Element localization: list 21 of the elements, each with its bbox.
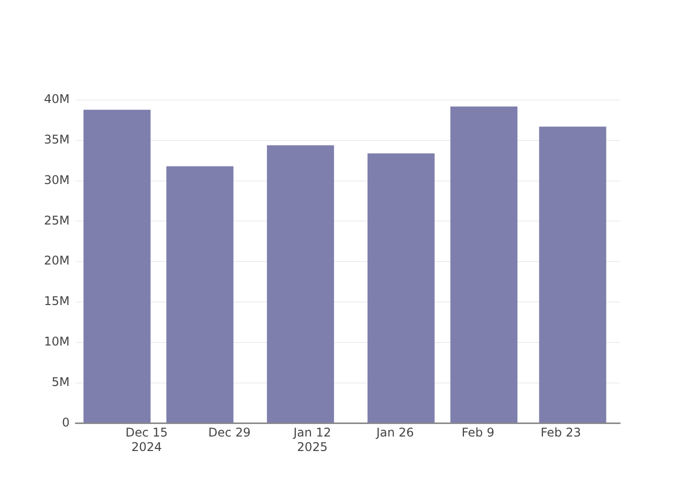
y-tick-label: 35M [44,132,70,147]
y-tick-label: 20M [44,254,70,268]
y-tick-label: 40M [44,92,70,106]
y-tick-label: 25M [44,213,70,228]
y-tick-label: 0 [62,415,70,430]
x-tick-label: Dec 15 2024 [125,426,168,454]
y-tick-label: 15M [44,294,70,308]
bar [368,153,435,423]
bar [166,166,234,423]
y-tick-label: 30M [44,172,70,187]
bar [450,106,518,423]
y-tick-label: 5M [52,374,70,389]
y-tick-label: 10M [44,334,70,349]
x-tick-label: Jan 12 2025 [292,426,332,454]
x-tick-label: Dec 29 [208,426,251,440]
bar [83,110,151,423]
bar [266,145,334,423]
x-tick-label: Feb 9 [462,426,494,440]
bar [539,126,606,423]
x-tick-label: Feb 23 [540,426,581,440]
x-tick-label: Jan 26 [375,426,414,440]
